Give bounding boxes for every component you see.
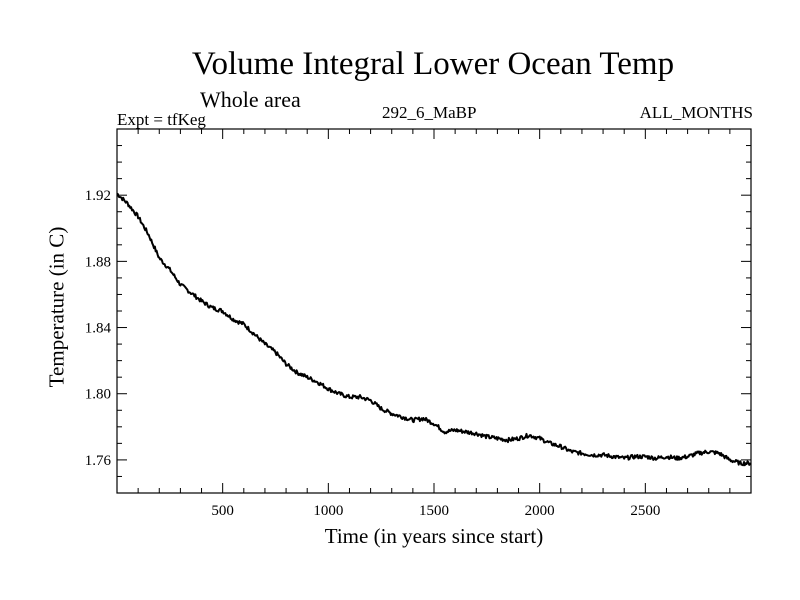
- x-tick-label: 1500: [419, 503, 449, 519]
- tick-labels: 500 1000 1500 2000 2500 1.76 1.80 1.84 1.88 1.92: [85, 188, 661, 519]
- y-tick-label: 1.80: [85, 387, 111, 403]
- x-axis-label: Time (in years since start): [324, 524, 544, 548]
- chart-title: Volume Integral Lower Ocean Temp: [191, 46, 675, 82]
- y-tick-label: 1.88: [85, 254, 111, 270]
- axis-ticks: [117, 129, 751, 493]
- x-tick-label: 1000: [313, 503, 343, 519]
- y-tick-label: 1.92: [85, 188, 111, 204]
- y-tick-label: 1.76: [85, 453, 112, 469]
- period-label: 292_6_MaBP: [382, 103, 477, 122]
- series-line: [116, 192, 752, 467]
- plot-area: [116, 128, 752, 494]
- chart-subtitle: Whole area: [200, 87, 301, 112]
- x-tick-label: 2000: [525, 503, 555, 519]
- experiment-label: Expt = tfKeg: [117, 110, 206, 129]
- months-label: ALL_MONTHS: [639, 103, 753, 122]
- x-tick-label: 500: [211, 503, 234, 519]
- x-tick-label: 2500: [630, 503, 660, 519]
- y-tick-label: 1.84: [85, 321, 112, 337]
